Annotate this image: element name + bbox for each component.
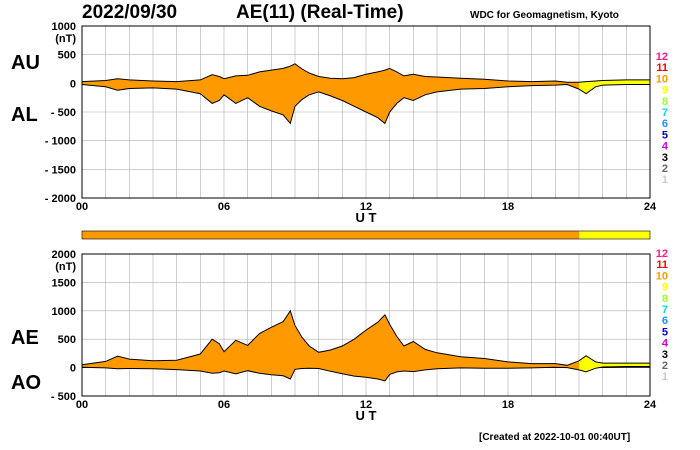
station-count-label: 3 bbox=[662, 349, 668, 361]
station-count-label: 12 bbox=[656, 51, 668, 63]
ae-ao-lower-line bbox=[81, 366, 650, 382]
au-al-fill-area bbox=[82, 63, 579, 124]
au-al-x-tick-label: 24 bbox=[644, 201, 657, 213]
au-al-y-tick-label: - 1000 bbox=[45, 136, 76, 148]
station-count-label: 1 bbox=[662, 371, 668, 383]
station-count-label: 2 bbox=[662, 360, 668, 372]
au-al-y-tick-label: 500 bbox=[58, 50, 76, 62]
created-timestamp: [Created at 2022-10-01 00:40UT] bbox=[479, 432, 631, 443]
ao-label: AO bbox=[11, 372, 41, 394]
ae-ao-x-tick-label: 12 bbox=[360, 399, 372, 411]
au-label: AU bbox=[11, 52, 40, 74]
station-count-label: 11 bbox=[656, 62, 668, 74]
ae-ao-panel: 2000 1500 1000 500 0 - 500 (nT) 00 06 12 18 24 U T bbox=[51, 249, 657, 423]
ae-ao-y-tick-label: 500 bbox=[58, 334, 76, 346]
station-count-label: 8 bbox=[662, 96, 668, 108]
au-al-unit-label: (nT) bbox=[55, 33, 76, 45]
station-count-label: 4 bbox=[662, 141, 669, 153]
station-count-label: 3 bbox=[662, 152, 668, 164]
ae-ao-y-tick-label: 0 bbox=[70, 363, 76, 375]
station-count-label: 6 bbox=[662, 118, 668, 130]
credit-text: WDC for Geomagnetism, Kyoto bbox=[470, 10, 619, 21]
ae-ao-y-tick-label: 1500 bbox=[52, 277, 76, 289]
ae-ao-frame bbox=[81, 253, 651, 397]
au-al-y-tick-label: 0 bbox=[70, 78, 76, 90]
chart-title: AE(11) (Real-Time) bbox=[236, 2, 404, 23]
au-al-lower-line bbox=[81, 83, 650, 125]
station-count-label: 5 bbox=[662, 129, 668, 141]
station-count-label: 11 bbox=[656, 259, 668, 271]
au-al-y-tick-label: - 1500 bbox=[45, 164, 76, 176]
au-al-x-tick-label: 06 bbox=[218, 201, 230, 213]
ae-ao-y-tick-label: 1000 bbox=[52, 306, 76, 318]
coverage-partial bbox=[579, 231, 650, 239]
coverage-bar bbox=[81, 230, 651, 240]
ae-ao-fill-area bbox=[82, 310, 579, 381]
coverage-frame bbox=[81, 230, 651, 240]
ae-ao-unit-label: (nT) bbox=[55, 261, 76, 273]
ae-label: AE bbox=[11, 327, 39, 349]
station-count-label: 6 bbox=[662, 315, 668, 327]
ae-ao-x-tick-label: 24 bbox=[644, 399, 657, 411]
station-count-label: 9 bbox=[662, 282, 668, 294]
station-count-label: 10 bbox=[656, 73, 668, 85]
ae-ao-y-tick-label: 2000 bbox=[52, 249, 76, 261]
au-al-x-tick-label: 00 bbox=[76, 201, 88, 213]
station-count-label: 1 bbox=[662, 174, 668, 186]
ae-ao-x-tick-label: 18 bbox=[502, 399, 514, 411]
ae-ao-x-tick-label: 00 bbox=[76, 399, 88, 411]
au-al-y-tick-label: 1000 bbox=[52, 21, 76, 33]
au-al-upper-line bbox=[81, 63, 650, 83]
au-al-partial-fill-area bbox=[579, 79, 650, 94]
station-count-label: 12 bbox=[656, 248, 668, 260]
station-count-label: 7 bbox=[662, 304, 668, 316]
station-count-label: 4 bbox=[662, 338, 669, 350]
ae-ao-y-tick-label: - 500 bbox=[51, 391, 76, 403]
au-al-x-axis-label: U T bbox=[356, 210, 377, 225]
station-count-label: 2 bbox=[662, 163, 668, 175]
ae-ao-upper-line bbox=[81, 309, 650, 366]
au-al-y-tick-label: - 500 bbox=[51, 107, 76, 119]
station-count-label: 7 bbox=[662, 107, 668, 119]
station-count-label: 9 bbox=[662, 85, 668, 97]
ae-ao-x-axis-label: U T bbox=[356, 408, 377, 423]
au-al-frame bbox=[81, 25, 651, 199]
coverage-full bbox=[82, 231, 579, 239]
ae-ao-x-tick-label: 06 bbox=[218, 399, 230, 411]
al-label: AL bbox=[11, 104, 38, 126]
au-al-panel: 1000 500 0 - 500 - 1000 - 1500 - 2000 (nT) 00 06 1… bbox=[45, 21, 657, 225]
station-count-label: 8 bbox=[662, 293, 668, 305]
chart-date: 2022/09/30 bbox=[82, 2, 178, 23]
au-al-x-tick-label: 12 bbox=[360, 201, 372, 213]
au-al-x-tick-label: 18 bbox=[502, 201, 514, 213]
au-al-y-tick-label: - 2000 bbox=[45, 193, 76, 205]
station-count-label: 5 bbox=[662, 326, 668, 338]
station-count-label: 10 bbox=[656, 270, 668, 282]
